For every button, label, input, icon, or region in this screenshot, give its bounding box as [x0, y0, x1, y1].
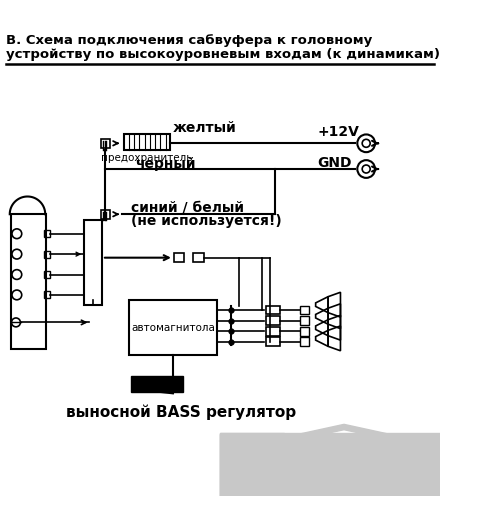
Text: (не используется!): (не используется!): [131, 214, 282, 228]
Bar: [131, 376, 183, 391]
Text: устройству по высокоуровневым входам (к динамикам): устройству по высокоуровневым входам (к …: [6, 47, 440, 60]
Polygon shape: [220, 433, 440, 496]
Text: синий / белый: синий / белый: [131, 201, 244, 215]
Bar: [266, 338, 280, 346]
Text: автомагнитола: автомагнитола: [131, 323, 215, 333]
Text: предохранитель: предохранитель: [101, 153, 193, 163]
Bar: [266, 327, 280, 336]
Bar: [220, 434, 440, 496]
Bar: [348, 461, 440, 496]
Bar: [300, 316, 309, 325]
Bar: [266, 316, 280, 325]
Bar: [124, 135, 170, 150]
Bar: [101, 210, 110, 219]
Text: GND: GND: [317, 156, 352, 170]
Bar: [266, 306, 280, 315]
Text: черный: черный: [135, 157, 195, 170]
Bar: [84, 220, 102, 305]
Bar: [44, 291, 50, 298]
Text: +12V: +12V: [317, 125, 359, 139]
Bar: [128, 300, 217, 355]
Bar: [300, 306, 309, 315]
Polygon shape: [275, 424, 413, 445]
Text: В. Схема подключения сабвуфера к головному: В. Схема подключения сабвуфера к головно…: [6, 34, 372, 47]
Bar: [10, 214, 46, 349]
Bar: [44, 271, 50, 278]
Bar: [300, 338, 309, 346]
Bar: [411, 474, 440, 496]
Bar: [101, 139, 110, 148]
Text: выносной BASS регулятор: выносной BASS регулятор: [66, 405, 297, 420]
Bar: [300, 327, 309, 336]
Bar: [174, 253, 185, 262]
Bar: [220, 434, 440, 496]
Bar: [193, 253, 204, 262]
Text: желтый: желтый: [173, 121, 237, 135]
Bar: [44, 250, 50, 258]
Polygon shape: [220, 433, 440, 496]
Bar: [44, 230, 50, 237]
Bar: [284, 448, 440, 496]
